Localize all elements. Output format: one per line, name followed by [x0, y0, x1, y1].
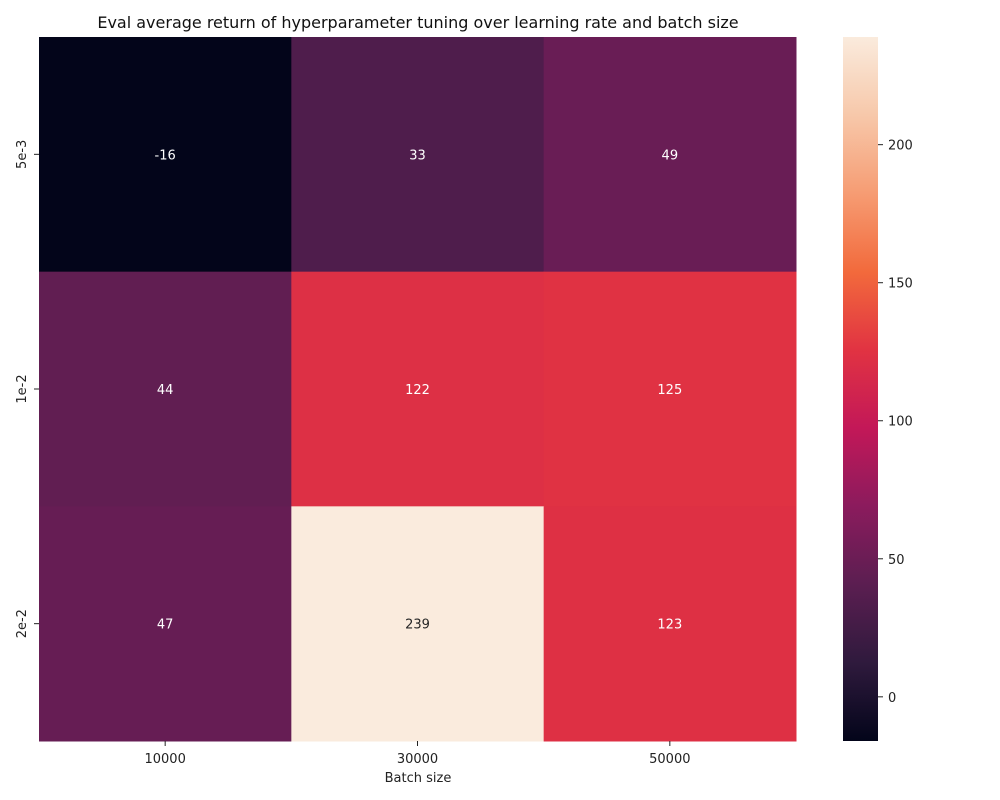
heatmap-cell: [543, 506, 797, 742]
x-axis-label: Batch size: [385, 771, 452, 786]
y-axis: 5e-3 1e-2 2e-2: [15, 140, 39, 638]
cell-annotation: 49: [662, 148, 679, 163]
colorbar-tick-label: 0: [888, 691, 896, 706]
y-tick-label: 5e-3: [15, 140, 30, 169]
cell-annotation: 239: [405, 618, 430, 633]
heatmap-cell: [39, 506, 292, 742]
heatmap-cell: [543, 271, 797, 507]
x-tick-label: 30000: [397, 752, 438, 767]
chart-title: Eval average return of hyperparameter tu…: [97, 13, 738, 32]
colorbar: 0 50 100 150 200: [843, 37, 913, 741]
cell-annotation: 125: [657, 383, 682, 398]
x-tick-label: 10000: [144, 752, 185, 767]
cell-annotation: 47: [157, 618, 174, 633]
y-tick-label: 1e-2: [15, 374, 30, 403]
cell-annotation: 33: [409, 148, 426, 163]
heatmap-cell: [291, 506, 545, 742]
heatmap-cell: [291, 37, 545, 273]
cell-annotation: 123: [657, 618, 682, 633]
x-tick-label: 50000: [649, 752, 690, 767]
cell-annotation: 122: [405, 383, 430, 398]
heatmap-cell: [39, 37, 292, 273]
heatmap-cell: [291, 271, 545, 507]
x-axis: 10000 30000 50000: [144, 741, 691, 767]
heatmap-cells: [39, 37, 797, 742]
colorbar-tick-label: 200: [888, 139, 913, 154]
colorbar-tick-label: 50: [888, 553, 905, 568]
y-tick-label: 2e-2: [15, 609, 30, 638]
cell-annotation: 44: [157, 383, 174, 398]
colorbar-tick-label: 150: [888, 277, 913, 292]
colorbar-tick-label: 100: [888, 415, 913, 430]
cell-annotation: -16: [155, 148, 176, 163]
heatmap-cell: [39, 271, 292, 507]
colorbar-gradient: [843, 37, 878, 741]
cell-annotations: -16 33 49 44 122 125 47 239 123: [155, 148, 683, 632]
heatmap-cell: [543, 37, 797, 273]
